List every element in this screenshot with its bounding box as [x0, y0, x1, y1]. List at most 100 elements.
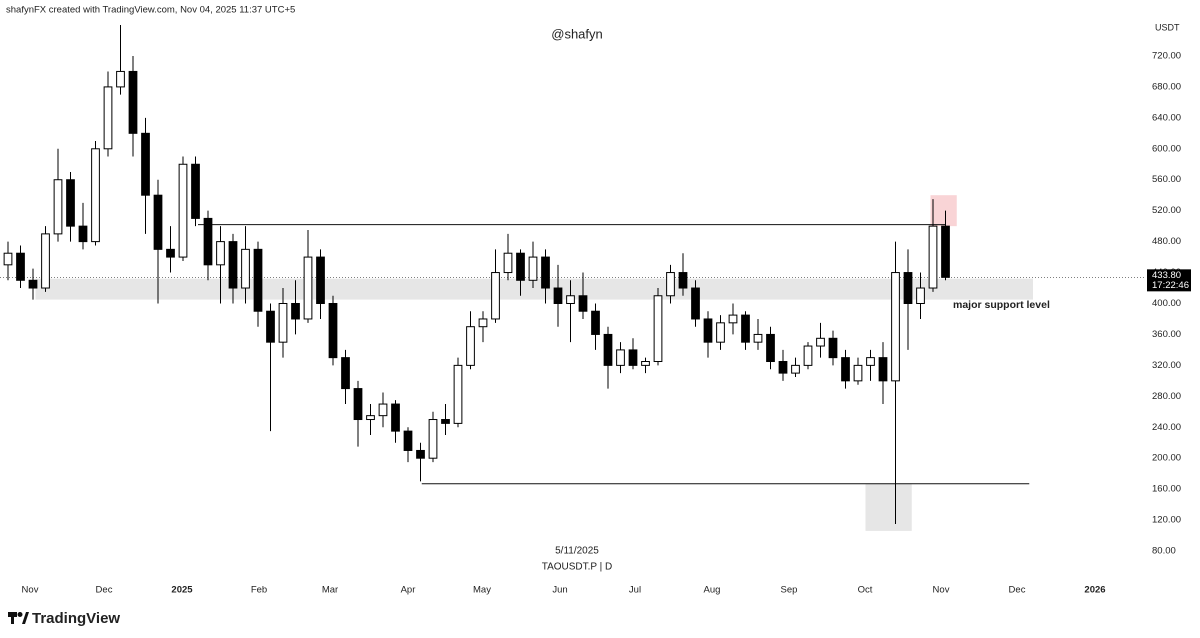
- candle-body: [841, 357, 850, 382]
- candle-body: [516, 252, 525, 281]
- candle-body: [216, 241, 225, 266]
- y-tick-label: 400.00: [1152, 298, 1181, 309]
- price-label: 433.80: [1152, 270, 1181, 281]
- candle-body: [628, 349, 638, 366]
- candle-body: [716, 322, 725, 343]
- x-tick-label: Jul: [629, 585, 641, 596]
- candle-body: [316, 256, 325, 304]
- y-tick-label: 360.00: [1152, 329, 1181, 340]
- y-tick-label: 120.00: [1152, 515, 1181, 526]
- y-tick-label: 280.00: [1152, 391, 1181, 402]
- y-tick-label: 320.00: [1152, 360, 1181, 371]
- candle-body: [441, 419, 450, 424]
- x-tick-label: Oct: [858, 585, 873, 596]
- candle-body: [653, 295, 663, 363]
- candle-body: [703, 318, 713, 343]
- candle-body: [41, 233, 50, 289]
- x-tick-label: Nov: [933, 585, 950, 596]
- candle-body: [816, 337, 825, 347]
- x-tick-label: Nov: [22, 585, 39, 596]
- candle-body: [128, 70, 138, 134]
- x-tick-label: Aug: [704, 585, 721, 596]
- candle-body: [603, 333, 613, 366]
- candle-body: [928, 225, 938, 289]
- candle-body: [203, 217, 213, 266]
- y-tick-label: 600.00: [1152, 143, 1181, 154]
- candle-body: [691, 287, 700, 320]
- x-tick-label: Sep: [781, 585, 798, 596]
- y-tick-label: 80.00: [1152, 546, 1176, 557]
- logo: [8, 612, 29, 624]
- candle-body: [16, 252, 25, 281]
- zone: [930, 195, 957, 227]
- y-tick-label: 680.00: [1152, 81, 1181, 92]
- candle-body: [778, 361, 788, 374]
- candle-body: [453, 364, 463, 424]
- candle-body: [341, 357, 350, 390]
- candle-body: [853, 364, 863, 382]
- candle-body: [53, 179, 63, 235]
- y-tick-label: 560.00: [1152, 174, 1181, 185]
- candle-body: [403, 430, 413, 451]
- candle-body: [666, 272, 675, 297]
- zone: [35, 278, 1033, 300]
- candle-body: [28, 279, 38, 289]
- x-tick-label: 2026: [1084, 585, 1105, 596]
- candle-body: [378, 403, 388, 417]
- countdown: 17:22:46: [1152, 280, 1189, 291]
- candle-body: [416, 449, 425, 459]
- symbol: TAOUSDT.P | D: [542, 562, 613, 573]
- brand: TradingView: [32, 610, 120, 627]
- annotation: major support level: [953, 299, 1050, 311]
- y-tick-label: 160.00: [1152, 484, 1181, 495]
- y-tick-label: 640.00: [1152, 112, 1181, 123]
- candle-body: [478, 318, 488, 328]
- candle-body: [678, 272, 688, 289]
- x-tick-label: Feb: [251, 585, 267, 596]
- date: 5/11/2025: [555, 546, 599, 557]
- candle-body: [728, 314, 738, 324]
- zone: [865, 483, 912, 531]
- x-tick-label: May: [473, 585, 491, 596]
- candle-body: [366, 415, 375, 421]
- y-tick-label: 720.00: [1152, 50, 1181, 61]
- candle-body: [116, 70, 125, 88]
- candle-body: [528, 256, 538, 281]
- candle-body: [891, 272, 900, 382]
- x-tick-label: 2025: [171, 585, 193, 596]
- candle-body: [503, 252, 513, 274]
- candle-body: [803, 345, 813, 366]
- x-tick-label: Mar: [322, 585, 338, 596]
- x-tick-label: Jun: [552, 585, 567, 596]
- candle-body: [166, 248, 175, 258]
- x-tick-label: Dec: [1009, 585, 1026, 596]
- candle-body: [766, 333, 775, 363]
- candle-body: [541, 256, 550, 289]
- header: shafynFX created with TradingView.com, N…: [6, 5, 295, 16]
- candle-body: [103, 86, 113, 150]
- candle-body: [3, 252, 13, 266]
- y-tick-label: 480.00: [1152, 236, 1181, 247]
- candle-body: [428, 419, 438, 459]
- y-tick-label: 200.00: [1152, 453, 1181, 464]
- candle-body: [878, 357, 888, 382]
- candle-body: [391, 403, 400, 432]
- currency: USDT: [1155, 22, 1180, 32]
- candle-body: [466, 326, 475, 366]
- candle-body: [828, 337, 838, 359]
- price-label-box: [1147, 269, 1191, 292]
- candle-body: [791, 364, 800, 374]
- candle-body: [641, 361, 650, 366]
- x-tick-label: Apr: [401, 585, 416, 596]
- candle-body: [753, 333, 763, 343]
- candle-body: [153, 194, 163, 250]
- candle-body: [941, 225, 950, 278]
- candle-body: [566, 295, 575, 304]
- candle-body: [916, 287, 925, 304]
- y-tick-label: 240.00: [1152, 422, 1181, 433]
- candle-body: [191, 163, 200, 219]
- candle-body: [491, 272, 500, 320]
- candle-body: [591, 310, 600, 335]
- candle-body: [253, 248, 263, 312]
